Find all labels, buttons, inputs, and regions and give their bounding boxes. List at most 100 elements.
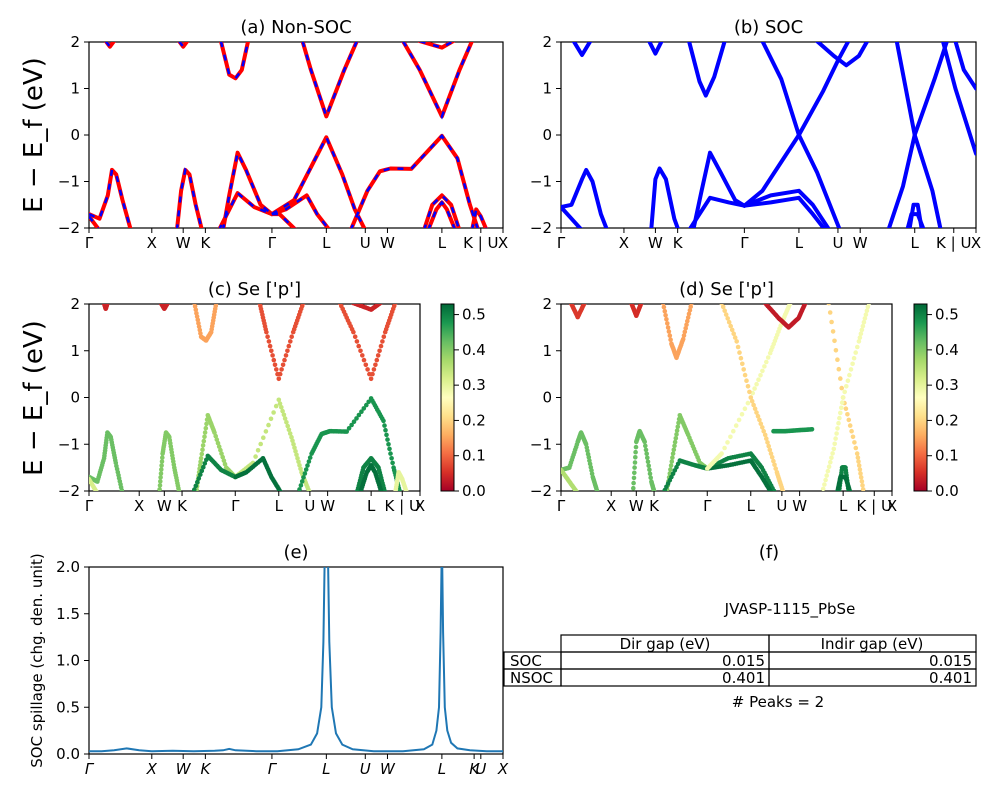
band-dot	[722, 445, 727, 451]
band-dot	[754, 410, 759, 415]
band-dot	[833, 348, 839, 353]
y-tick-label: 2.0	[56, 558, 80, 576]
band-dot	[95, 491, 100, 496]
band-dot	[745, 400, 751, 406]
band-dot	[835, 491, 840, 496]
band-dot	[742, 406, 748, 412]
band-dot	[646, 463, 651, 469]
band-dot	[762, 432, 768, 438]
x-tick-label: K	[177, 497, 188, 515]
band-dot	[358, 491, 363, 496]
band-dot	[762, 364, 767, 369]
band-dot	[255, 448, 261, 453]
band-dot	[191, 491, 196, 496]
colorbar-tick-label: 0.3	[935, 376, 959, 394]
band-dot	[772, 462, 777, 468]
band-dot	[670, 451, 676, 456]
band-dot	[720, 304, 726, 310]
band-dot	[219, 451, 224, 456]
band-dot	[855, 455, 861, 460]
band-dot	[633, 449, 638, 455]
band-dot	[279, 405, 284, 410]
peaks-count: # Peaks = 2	[732, 693, 824, 711]
band-dot	[680, 336, 686, 342]
band-dot	[757, 417, 762, 423]
band-dot	[722, 308, 727, 314]
band-dot	[375, 353, 381, 358]
band-dot	[298, 483, 304, 488]
x-tick-label: W	[629, 497, 644, 515]
band-line-dashed	[301, 42, 358, 121]
band-dot	[832, 338, 837, 344]
band-line	[221, 150, 274, 228]
band-dot	[838, 376, 843, 381]
x-tick-label: Γ	[85, 497, 94, 515]
colorbar-gradient	[913, 303, 928, 492]
x-tick-label: Γ	[231, 497, 240, 515]
band-dot	[199, 468, 205, 474]
band-dot	[865, 304, 871, 310]
band-line	[219, 42, 250, 81]
band-dot	[744, 378, 749, 384]
band-dot	[285, 423, 291, 429]
band-dot	[809, 427, 815, 432]
band-dot	[389, 456, 394, 461]
band-dot	[374, 357, 380, 363]
x-tick-label: L	[322, 234, 331, 252]
band-line	[894, 42, 943, 228]
band-dot	[277, 401, 283, 406]
band-dot	[201, 438, 207, 444]
band-dot	[198, 459, 203, 465]
band-dot	[377, 348, 382, 354]
band-line	[886, 42, 949, 228]
band-dot	[202, 430, 208, 435]
band-dot	[664, 317, 669, 322]
band-line	[815, 42, 870, 68]
y-tick-label: −2	[58, 482, 80, 500]
y-tick-label: 1	[542, 342, 552, 360]
band-dot	[356, 343, 362, 349]
band-dot	[860, 323, 866, 329]
x-tick-label: K	[469, 760, 480, 778]
band-dot	[356, 412, 362, 418]
band-dot	[192, 487, 197, 491]
band-line-dashed	[271, 134, 366, 228]
band-dot	[860, 483, 865, 488]
band-dot	[193, 483, 199, 489]
band-dot	[378, 343, 384, 349]
x-tick-label: W	[648, 234, 663, 252]
band-dot	[306, 459, 312, 464]
band-dot	[198, 472, 203, 477]
band-dot	[684, 322, 689, 328]
bands-ylabel-middle: E − E_f (eV)	[19, 320, 49, 476]
x-tick-label: X	[415, 497, 425, 515]
band-dot	[858, 475, 864, 480]
panel-a-plot-area	[89, 42, 488, 228]
y-tick-label: 1.0	[56, 652, 80, 670]
band-dot	[719, 451, 724, 456]
band-dot	[371, 367, 377, 372]
band-dot	[768, 489, 773, 491]
band-dot	[383, 491, 388, 496]
colorbar-tick-label: 0.1	[935, 447, 959, 465]
x-tick-label: U	[475, 760, 486, 778]
band-dot	[354, 491, 359, 496]
band-line-dashed	[402, 42, 473, 120]
band-dot	[198, 456, 204, 461]
band-line	[300, 42, 359, 119]
x-tick-label: L	[911, 234, 920, 252]
band-line	[647, 42, 664, 56]
band-dot	[202, 461, 208, 466]
band-dot	[734, 339, 739, 344]
band-dot	[344, 429, 350, 434]
colorbar-tick-label: 0.2	[935, 411, 959, 429]
band-dot	[158, 475, 163, 480]
band-dot	[682, 329, 688, 335]
x-tick-label: W	[176, 234, 191, 252]
x-tick-label: L	[322, 760, 330, 778]
band-dot	[862, 491, 867, 496]
y-tick-label: 2	[70, 33, 80, 51]
band-dot	[647, 467, 652, 473]
band-dot	[829, 455, 834, 461]
band-dot	[688, 304, 693, 310]
